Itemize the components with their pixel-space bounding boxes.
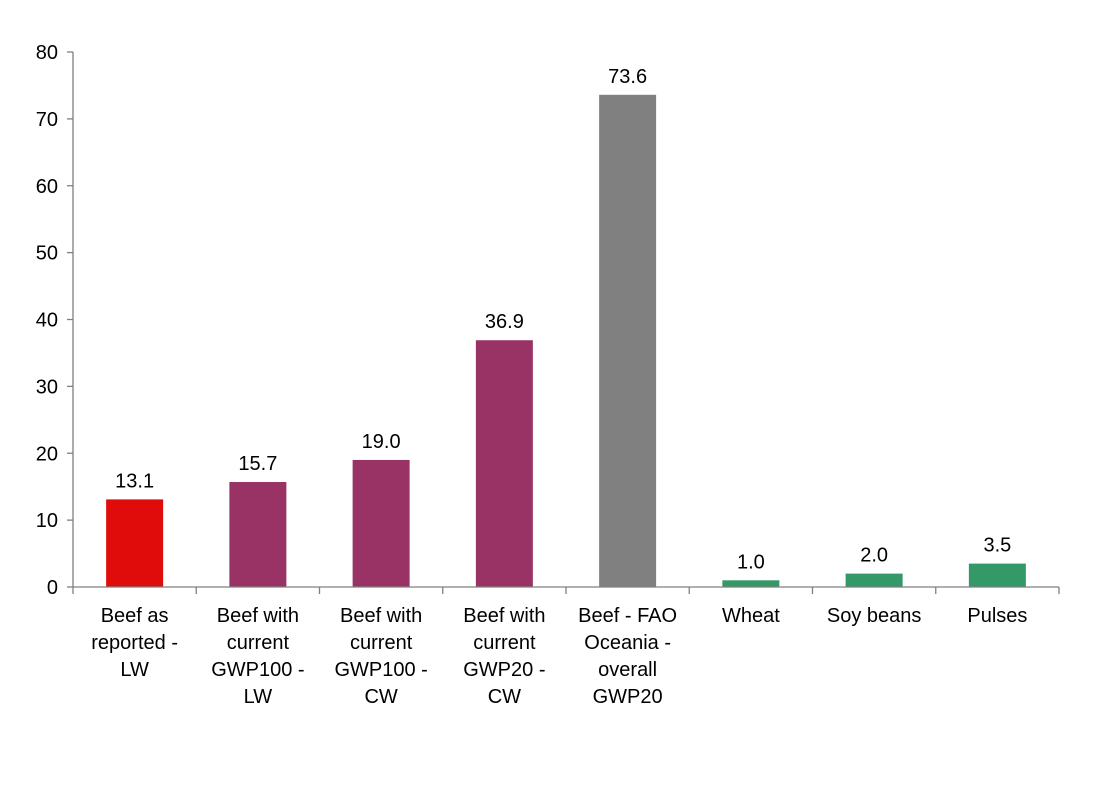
x-category-label: Soy beans (827, 605, 922, 627)
x-category-label-line: GWP20 (593, 686, 663, 708)
y-tick-label: 10 (36, 510, 58, 532)
x-category-label-line: current (227, 632, 290, 654)
y-tick-label: 40 (36, 310, 58, 332)
x-category-label-line: Beef - FAO (578, 605, 677, 627)
x-category-label: Beef with current GWP20 - CW (463, 605, 545, 708)
y-tick-label: 0 (47, 577, 58, 599)
x-axis: Beef as reported - LW Beef with current GWP10… (72, 586, 1060, 708)
x-category-label-line: Pulses (967, 605, 1027, 627)
y-tick-label: 30 (36, 376, 58, 398)
bar (475, 340, 533, 587)
bar (968, 563, 1026, 587)
data-label: 36.9 (485, 311, 524, 333)
x-category-label-line: Beef with (217, 605, 299, 627)
data-label: 13.1 (115, 470, 154, 492)
x-category-label-line: Beef with (463, 605, 545, 627)
x-category-label-line: reported - (91, 632, 178, 654)
data-label: 19.0 (362, 431, 401, 453)
y-tick-label: 70 (36, 109, 58, 131)
x-category-label-line: current (473, 632, 536, 654)
y-tick-label: 50 (36, 243, 58, 265)
bar (106, 499, 164, 587)
x-category-label-line: GWP100 - (211, 659, 304, 681)
x-category-label-line: GWP20 - (463, 659, 545, 681)
x-category-label-line: CW (364, 686, 397, 708)
y-axis: 0 10 20 30 40 50 60 70 80 (36, 42, 74, 599)
x-category-label-line: Beef as (101, 605, 169, 627)
x-category-label: Beef with current GWP100 - LW (211, 605, 304, 708)
x-category-label-line: overall (598, 659, 657, 681)
y-tick-label: 20 (36, 443, 58, 465)
x-category-label-line: Oceania - (584, 632, 671, 654)
bar (352, 459, 410, 587)
x-category-label-line: Wheat (722, 605, 780, 627)
bar (599, 94, 657, 588)
y-tick-label: 80 (36, 42, 58, 64)
x-category-label-line: LW (120, 659, 149, 681)
data-label: 15.7 (238, 453, 277, 475)
data-label: 1.0 (737, 551, 765, 573)
bar (722, 580, 780, 587)
x-category-label: Wheat (722, 605, 780, 627)
x-category-label-line: current (350, 632, 413, 654)
x-category-label-line: Soy beans (827, 605, 922, 627)
data-label: 2.0 (860, 545, 888, 567)
bars-group (106, 94, 1026, 588)
x-category-label: Pulses (967, 605, 1027, 627)
bar (229, 482, 287, 587)
data-labels: 13.1 15.7 19.0 36.9 73.6 1.0 2.0 3.5 (115, 66, 1011, 574)
x-category-label-line: CW (488, 686, 521, 708)
x-category-label-line: GWP100 - (334, 659, 427, 681)
x-category-label-line: LW (244, 686, 273, 708)
data-label: 73.6 (608, 66, 647, 88)
bar (845, 573, 903, 587)
x-category-label: Beef as reported - LW (91, 605, 178, 681)
x-category-label: Beef - FAO Oceania - overall GWP20 (578, 605, 677, 708)
y-tick-label: 60 (36, 176, 58, 198)
data-label: 3.5 (983, 535, 1011, 557)
x-category-label: Beef with current GWP100 - CW (334, 605, 427, 708)
x-category-label-line: Beef with (340, 605, 422, 627)
